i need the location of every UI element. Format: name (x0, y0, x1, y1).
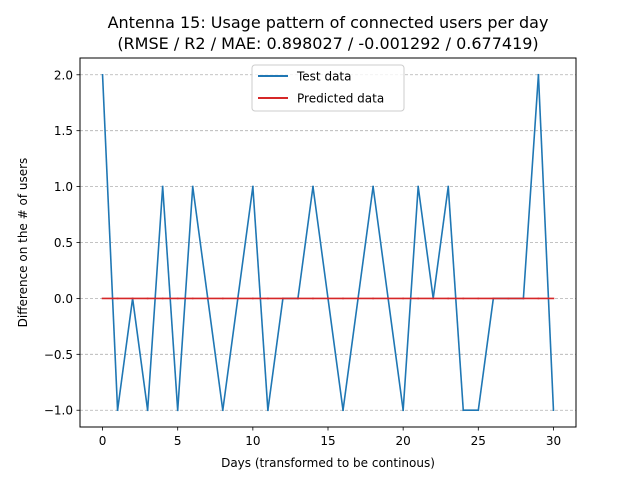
y-tick-label: 1.5 (54, 124, 73, 138)
x-tick-label: 20 (396, 434, 411, 448)
line-segment (522, 73, 540, 300)
line-segment (327, 297, 344, 412)
line-segment (191, 185, 209, 300)
line-segment (116, 297, 134, 412)
x-tick-label: 25 (471, 434, 486, 448)
legend-label-test-data: Test data (296, 70, 351, 84)
line-segment (387, 297, 405, 412)
x-tick-label: 30 (546, 434, 561, 448)
legend: Test data Predicted data (251, 64, 405, 112)
line-segment (372, 185, 390, 300)
line-segment (432, 185, 450, 300)
line-segment (477, 297, 495, 412)
line-segment (131, 297, 149, 412)
legend-box (251, 64, 405, 112)
y-tick-label: 2.0 (54, 68, 73, 82)
line-segment (297, 185, 314, 300)
x-tick-label: 0 (99, 434, 107, 448)
ticks: −1.0 −0.5 0.0 0.5 1.0 1.5 2.0 0 5 10 15 20 25 30 (44, 68, 561, 448)
y-axis-label: Difference on the # of users (16, 158, 30, 328)
line-segment (221, 297, 239, 412)
series-layer (101, 73, 555, 412)
y-tick-label: 0.0 (54, 292, 73, 306)
y-tick-label: 1.0 (54, 180, 73, 194)
x-tick-label: 15 (320, 434, 335, 448)
line-segment (417, 185, 435, 300)
line-segment (342, 297, 359, 412)
line-segment (101, 73, 119, 412)
x-tick-label: 10 (245, 434, 260, 448)
line-segment (357, 185, 374, 300)
line-segment (537, 73, 555, 412)
y-tick-label: −0.5 (44, 348, 73, 362)
y-tick-label: 0.5 (54, 236, 73, 250)
line-segment (266, 297, 284, 412)
chart-title-line1: Antenna 15: Usage pattern of connected u… (108, 13, 549, 32)
line-segment (236, 185, 254, 300)
chart-title-line2: (RMSE / R2 / MAE: 0.898027 / -0.001292 /… (117, 34, 538, 53)
line-segment (206, 297, 224, 412)
x-axis-label: Days (transformed to be continous) (221, 456, 435, 470)
x-tick-label: 5 (174, 434, 182, 448)
y-tick-label: −1.0 (44, 404, 73, 418)
legend-label-predicted-data: Predicted data (297, 92, 384, 106)
line-segment (312, 185, 329, 300)
